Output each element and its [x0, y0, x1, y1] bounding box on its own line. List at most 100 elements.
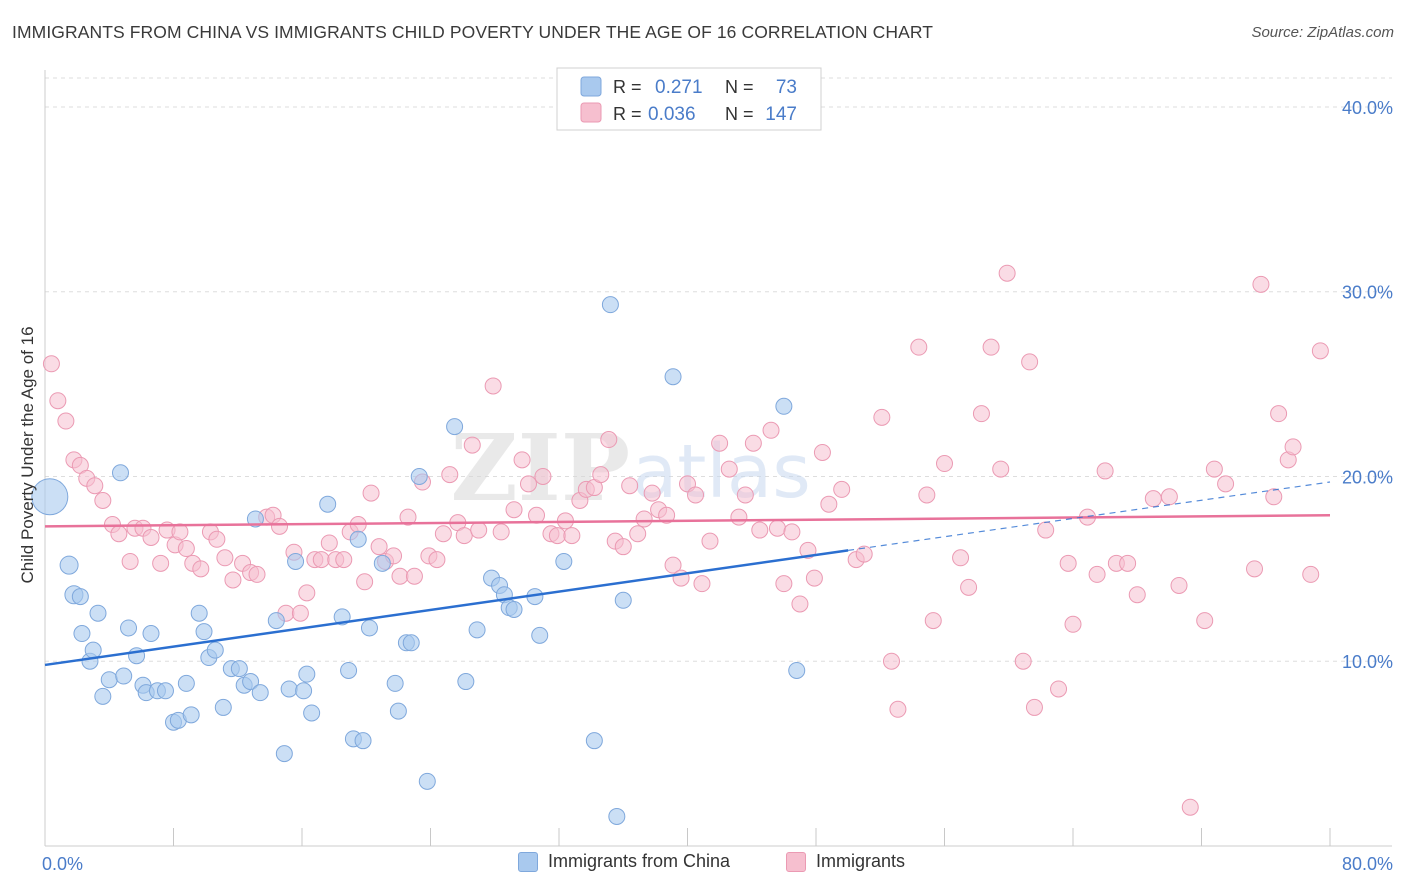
- stats-swatch-china: [580, 76, 602, 97]
- immigrants-point: [992, 460, 1010, 478]
- immigrants-point: [86, 477, 104, 495]
- stats-r-value-china: 0.271: [655, 77, 703, 98]
- immigrants-point: [224, 571, 242, 589]
- immigrants-point: [982, 338, 1000, 356]
- china-point: [156, 682, 174, 700]
- immigrants-point: [405, 567, 423, 585]
- immigrants-point: [1217, 475, 1235, 493]
- immigrants-point: [751, 521, 769, 539]
- immigrants-point: [399, 508, 417, 526]
- china-point: [267, 612, 285, 630]
- china-point: [84, 641, 102, 659]
- immigrants-point: [121, 552, 139, 570]
- immigrants-point: [519, 475, 537, 493]
- immigrants-point: [768, 519, 786, 537]
- immigrants-point: [775, 575, 793, 593]
- immigrants-point: [152, 554, 170, 572]
- immigrants-point: [873, 408, 891, 426]
- legend-swatch-immigrants: [786, 851, 806, 872]
- immigrants-point: [370, 538, 388, 556]
- china-trend-line: [44, 549, 849, 667]
- china-point: [182, 706, 200, 724]
- china-point: [142, 625, 160, 643]
- immigrants-point: [192, 560, 210, 578]
- immigrants-point: [833, 480, 851, 498]
- immigrants-point: [972, 405, 990, 423]
- immigrants-point: [1181, 798, 1199, 816]
- immigrants-point: [1088, 565, 1106, 583]
- china-point: [177, 674, 195, 692]
- immigrants-point: [711, 434, 729, 452]
- china-point: [59, 555, 79, 575]
- china-point: [608, 807, 626, 825]
- immigrants-point: [320, 534, 338, 552]
- immigrants-point: [57, 412, 75, 430]
- immigrants-point: [1025, 698, 1043, 716]
- legend-label-china: Immigrants from China: [548, 851, 731, 871]
- immigrants-point: [463, 436, 481, 454]
- stats-r-value-immigrants: 0.036: [648, 104, 696, 125]
- immigrants-point: [548, 527, 566, 545]
- immigrants-point: [960, 578, 978, 596]
- immigrants-point: [736, 486, 754, 504]
- immigrants-point: [171, 523, 189, 541]
- immigrants-point: [687, 486, 705, 504]
- immigrants-point: [1252, 275, 1270, 293]
- china-point: [354, 732, 372, 750]
- immigrants-point: [298, 584, 316, 602]
- immigrants-point: [1037, 521, 1055, 539]
- immigrants-point: [42, 355, 60, 373]
- immigrants-point: [177, 540, 195, 558]
- y-axis-title: Child Poverty Under the Age of 16: [18, 326, 37, 583]
- immigrants-point: [1246, 560, 1264, 578]
- immigrants-point: [1160, 488, 1178, 506]
- china-points: [31, 296, 806, 825]
- immigrants-point: [813, 443, 831, 461]
- immigrants-point: [918, 486, 936, 504]
- immigrants-trend-line: [44, 514, 1331, 528]
- immigrants-point: [505, 501, 523, 519]
- immigrants-point: [208, 530, 226, 548]
- china-point: [373, 554, 391, 572]
- source-credit: Source: ZipAtlas.com: [1251, 24, 1394, 41]
- china-point: [100, 671, 118, 689]
- china-point: [468, 621, 486, 639]
- china-point: [505, 601, 523, 619]
- china-point: [280, 680, 298, 698]
- stats-n-label-immigrants: N =: [725, 104, 754, 124]
- legend-swatch-china: [518, 851, 538, 872]
- immigrants-point: [1096, 462, 1114, 480]
- china-point: [298, 665, 316, 683]
- china-point: [360, 619, 378, 637]
- immigrants-point: [936, 455, 953, 473]
- immigrants-point: [643, 484, 661, 502]
- immigrants-point: [248, 565, 266, 583]
- immigrants-point: [428, 551, 446, 569]
- immigrants-point: [470, 521, 488, 539]
- stats-n-value-china: 73: [776, 77, 797, 98]
- y-tick-label-1: 20.0%: [1342, 467, 1393, 487]
- china-point: [242, 673, 260, 691]
- immigrants-point: [614, 538, 632, 556]
- china-point: [585, 732, 603, 750]
- china-point: [246, 510, 264, 528]
- china-point: [614, 591, 632, 609]
- y-tick-label-3: 40.0%: [1342, 98, 1393, 118]
- china-point: [214, 698, 232, 716]
- x-tick-label-1: 80.0%: [1342, 854, 1393, 874]
- china-point: [319, 495, 337, 513]
- china-point: [94, 687, 112, 705]
- china-point: [531, 626, 549, 644]
- china-point: [115, 667, 133, 685]
- immigrants-point: [49, 392, 67, 410]
- immigrants-point: [720, 460, 738, 478]
- immigrants-point: [1311, 342, 1329, 360]
- stats-n-label-china: N =: [725, 77, 754, 97]
- immigrants-point: [730, 508, 748, 526]
- china-point: [275, 745, 293, 763]
- stats-swatch-immigrants: [580, 102, 602, 123]
- china-trend-extension: [848, 481, 1331, 551]
- china-point: [303, 704, 321, 722]
- china-point: [775, 397, 793, 415]
